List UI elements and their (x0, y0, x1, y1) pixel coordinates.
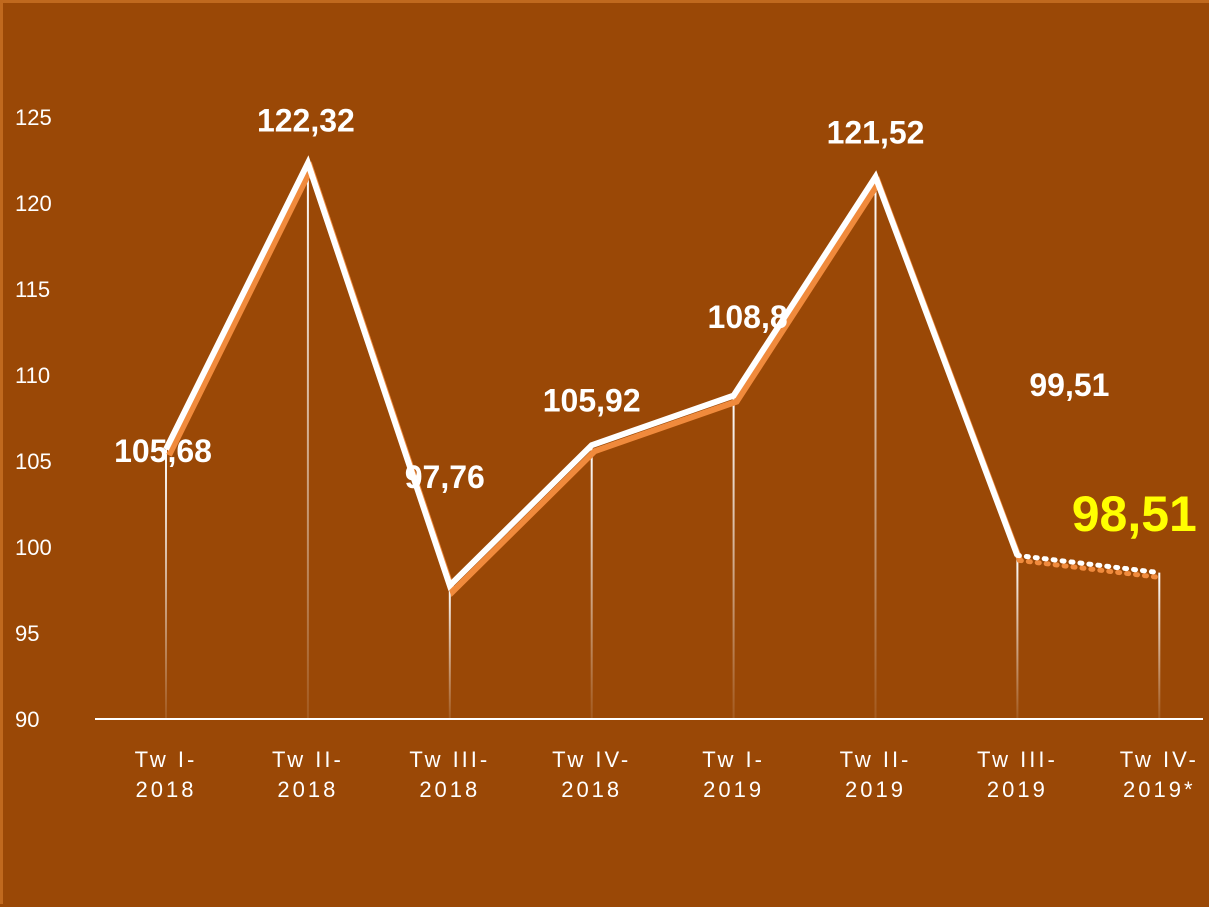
x-tick-label: Tw II-2019 (839, 747, 912, 802)
drop-line (874, 176, 877, 719)
x-tick-label: Tw IV-2018 (552, 747, 632, 802)
x-tick-label: Tw IV-2019* (1119, 747, 1199, 802)
x-tick-label: Tw III-2019 (976, 747, 1058, 802)
line-projection (1014, 552, 1162, 576)
data-label: 98,51 (1072, 486, 1197, 542)
data-label: 108,8 (708, 299, 788, 335)
x-tick-label: Tw II-2018 (272, 747, 344, 802)
y-tick-label: 95 (15, 621, 39, 646)
data-label: 97,76 (405, 459, 485, 495)
data-label: 121,52 (827, 114, 925, 150)
data-label: 105,68 (114, 433, 212, 469)
y-tick-label: 90 (15, 707, 39, 732)
y-tick-label: 120 (15, 191, 52, 216)
y-tick-label: 110 (15, 363, 50, 388)
y-tick-label: 105 (15, 449, 52, 474)
data-label: 122,32 (257, 103, 355, 139)
y-tick-label: 100 (15, 535, 52, 560)
drop-line (590, 445, 593, 719)
y-tick-label: 125 (15, 105, 52, 130)
data-label: 99,51 (1029, 367, 1109, 403)
drop-line (165, 449, 167, 719)
drop-line (306, 163, 309, 719)
line (163, 155, 1021, 592)
x-tick-label: Tw III-2018 (409, 747, 491, 802)
line-shadow (1016, 557, 1164, 581)
chart: 90 95 100 105 110 115 120 125 105,68 122,32 97,76 1… (15, 103, 1203, 732)
line-shadow (166, 161, 1024, 598)
drop-line (1016, 555, 1019, 719)
drop-line (448, 585, 451, 719)
data-label: 105,92 (543, 383, 641, 419)
x-tick-label: Tw I-2018 (134, 747, 198, 802)
drop-line (1158, 572, 1161, 719)
y-tick-label: 115 (15, 277, 50, 302)
drop-line (732, 395, 735, 719)
x-tick-label: Tw I-2019 (702, 747, 765, 802)
